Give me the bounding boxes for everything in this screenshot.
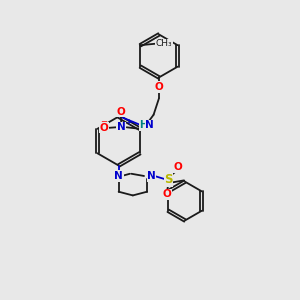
Text: +: +	[125, 118, 131, 127]
Text: N: N	[145, 120, 154, 130]
Text: N: N	[147, 171, 156, 181]
Text: −: −	[100, 117, 107, 126]
Text: O: O	[100, 123, 108, 133]
Text: H: H	[139, 120, 147, 130]
Text: O: O	[154, 82, 163, 92]
Text: O: O	[174, 162, 182, 172]
Text: O: O	[116, 107, 125, 117]
Text: S: S	[164, 173, 173, 186]
Text: N: N	[114, 171, 123, 181]
Text: N: N	[117, 122, 126, 132]
Text: CH₃: CH₃	[156, 39, 172, 48]
Text: O: O	[163, 190, 171, 200]
